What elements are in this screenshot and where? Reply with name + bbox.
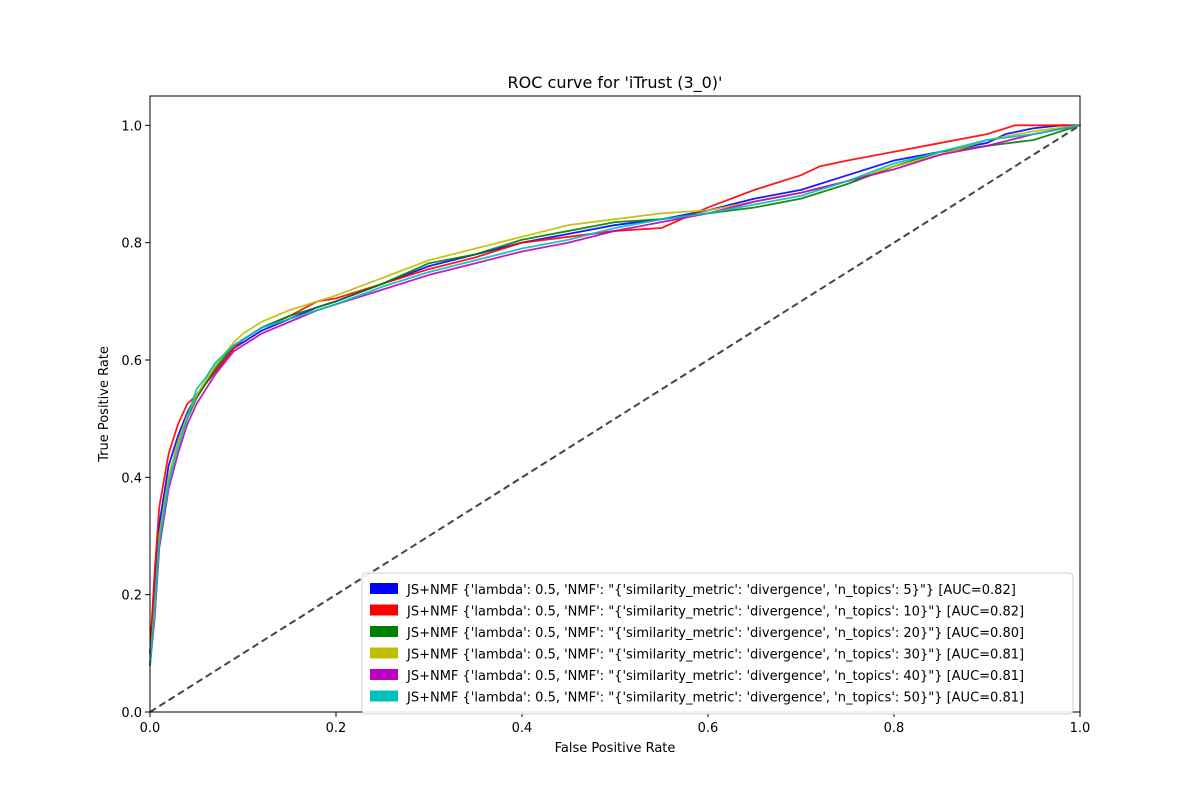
legend-swatch [370, 647, 398, 659]
x-tick-label: 0.6 [698, 721, 719, 736]
series-line-6 [149, 124, 1081, 666]
x-tick-label: 0.0 [140, 721, 161, 736]
x-tick-label: 0.4 [512, 721, 533, 736]
legend-label: JS+NMF {'lambda': 0.5, 'NMF': "{'similar… [406, 691, 1024, 706]
legend-swatch [370, 690, 398, 702]
y-axis-title: True Positive Rate [97, 346, 112, 463]
x-tick-label: 0.8 [884, 721, 905, 736]
series-line-2 [149, 124, 1081, 655]
x-axis-title: False Positive Rate [555, 741, 676, 756]
chance-diagonal-line [149, 124, 1081, 713]
legend-box [361, 572, 1074, 715]
legend-swatch [370, 583, 398, 594]
x-tick-label: 0.2 [326, 721, 347, 736]
legend: JS+NMF {'lambda': 0.5, 'NMF': "{'similar… [361, 572, 1074, 715]
legend-swatch [370, 669, 398, 680]
y-tick-label: 1.0 [121, 119, 142, 134]
x-tick-label: 1.0 [1070, 721, 1091, 736]
plot-area: 0.0 0.2 0.4 0.6 0.8 1.0 0.0 0.2 0.4 0.6 0.8 1.0 [121, 95, 1091, 736]
y-tick-label: 0.2 [121, 589, 142, 604]
legend-swatch [370, 604, 398, 616]
legend-label: JS+NMF {'lambda': 0.5, 'NMF': "{'similar… [406, 583, 1016, 598]
chart-title: ROC curve for 'iTrust (3_0)' [508, 73, 723, 93]
y-tick-label: 0.6 [121, 354, 142, 369]
y-tick-label: 0.0 [121, 706, 142, 721]
legend-label: JS+NMF {'lambda': 0.5, 'NMF': "{'similar… [406, 648, 1024, 663]
y-tick-label: 0.8 [121, 237, 142, 252]
legend-swatch [370, 626, 398, 637]
legend-label: JS+NMF {'lambda': 0.5, 'NMF': "{'similar… [406, 605, 1024, 620]
y-tick-label: 0.4 [121, 471, 142, 486]
legend-label: JS+NMF {'lambda': 0.5, 'NMF': "{'similar… [406, 669, 1024, 684]
legend-label: JS+NMF {'lambda': 0.5, 'NMF': "{'similar… [406, 626, 1024, 641]
